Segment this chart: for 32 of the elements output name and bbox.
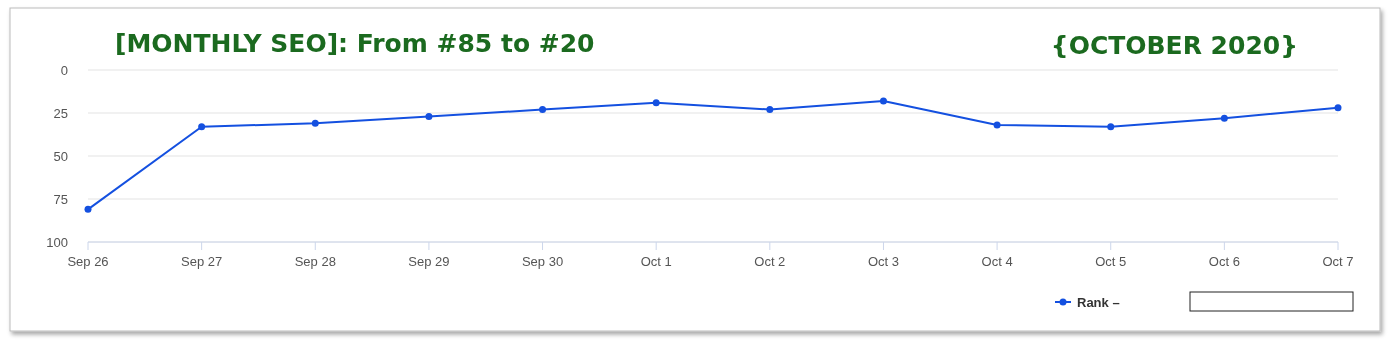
point bbox=[539, 106, 547, 114]
chart-subtitle: {OCTOBER 2020} bbox=[1050, 31, 1298, 60]
x-tick-label: Oct 4 bbox=[981, 254, 1013, 269]
x-tick-label: Sep 27 bbox=[181, 254, 223, 269]
point bbox=[652, 99, 660, 107]
x-tick-label: Sep 29 bbox=[408, 254, 450, 269]
x-tick-label: Sep 26 bbox=[67, 254, 109, 269]
x-tick-label: Oct 1 bbox=[640, 254, 672, 269]
x-tick-label: Oct 7 bbox=[1322, 254, 1354, 269]
point bbox=[1220, 114, 1228, 122]
y-tick-label: 100 bbox=[46, 234, 68, 250]
x-tick-label: Oct 6 bbox=[1208, 254, 1240, 269]
x-tick-label: Sep 28 bbox=[294, 254, 336, 269]
point bbox=[993, 121, 1001, 129]
point bbox=[879, 97, 887, 105]
point bbox=[311, 119, 319, 127]
x-tick-label: Sep 30 bbox=[521, 254, 564, 269]
x-tick-label: Oct 3 bbox=[867, 254, 899, 269]
point bbox=[766, 106, 774, 114]
chart-title: [MONTHLY SEO]: From #85 to #20 bbox=[115, 29, 595, 58]
y-tick-label: 75 bbox=[53, 191, 68, 207]
legend-label: Rank – bbox=[1077, 294, 1120, 310]
x-tick-label: Oct 5 bbox=[1095, 254, 1127, 269]
point bbox=[1107, 123, 1115, 131]
x-tick-label: Oct 2 bbox=[754, 254, 786, 269]
point bbox=[1334, 104, 1342, 112]
y-tick-label: 0 bbox=[60, 62, 68, 78]
point bbox=[425, 112, 433, 120]
y-tick-label: 25 bbox=[53, 105, 68, 121]
y-tick-label: 50 bbox=[53, 148, 68, 164]
point bbox=[84, 205, 92, 213]
point bbox=[198, 123, 206, 131]
